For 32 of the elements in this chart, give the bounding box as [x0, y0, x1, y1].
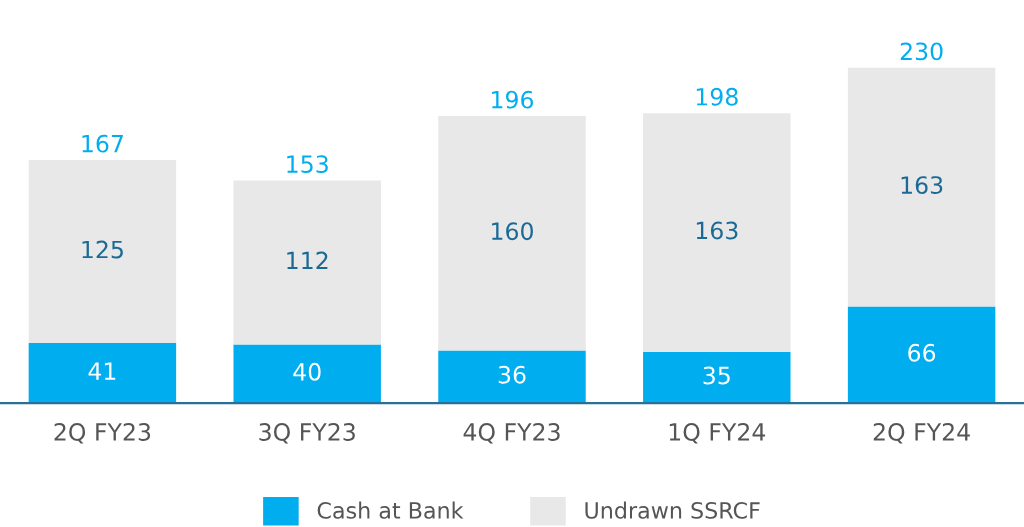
bar [438, 350, 586, 404]
total-label: 198 [696, 87, 738, 106]
data-label: 112 [287, 251, 328, 270]
data-label: 41 [88, 362, 116, 380]
x-tick-label: 2Q FY23 [54, 423, 151, 444]
bar [28, 160, 177, 344]
bar [847, 306, 996, 404]
x-tick-label: 3Q FY23 [259, 423, 355, 444]
bar [643, 113, 791, 352]
x-tick-label: 2Q FY24 [873, 423, 970, 444]
bar [643, 351, 791, 404]
legend-label: Undrawn SSRCF [585, 501, 760, 519]
x-tick-label: 4Q FY23 [463, 423, 560, 444]
data-label: 125 [82, 240, 123, 259]
data-label: 160 [492, 222, 533, 241]
total-label: 153 [287, 155, 328, 174]
data-label: 66 [908, 343, 936, 362]
data-label: 163 [696, 221, 738, 240]
bar [28, 343, 177, 404]
data-label: 35 [703, 366, 730, 385]
bar [438, 116, 586, 351]
bar [233, 344, 381, 404]
legend-label: Cash at Bank [317, 501, 464, 519]
bar [233, 180, 381, 345]
total-label: 230 [900, 42, 943, 61]
total-label: 196 [492, 90, 534, 109]
data-label: 40 [293, 362, 321, 381]
bar [847, 67, 996, 307]
total-label: 167 [82, 134, 123, 153]
data-label: 163 [901, 176, 943, 194]
x-tick-label: 1Q FY24 [669, 423, 766, 444]
data-label: 36 [498, 365, 526, 384]
